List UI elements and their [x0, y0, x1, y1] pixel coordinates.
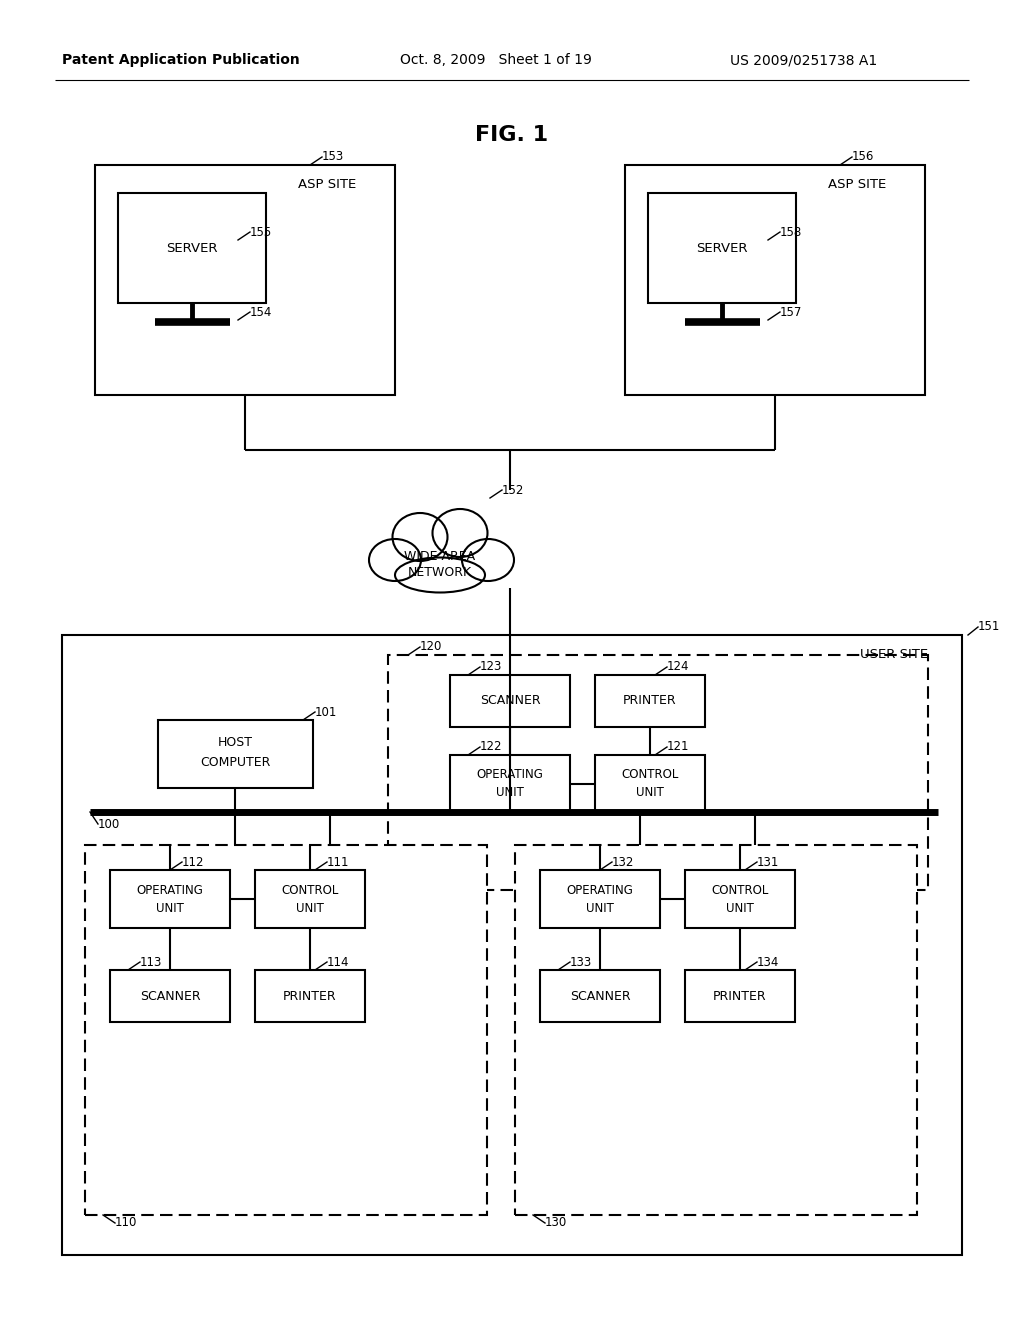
- Text: 158: 158: [780, 226, 802, 239]
- Text: 120: 120: [420, 640, 442, 653]
- Text: PRINTER: PRINTER: [624, 694, 677, 708]
- Bar: [450, 755, 570, 813]
- Text: 131: 131: [757, 855, 779, 869]
- Text: PRINTER: PRINTER: [284, 990, 337, 1002]
- Text: 156: 156: [852, 150, 874, 164]
- Text: 133: 133: [570, 956, 592, 969]
- Bar: [388, 655, 928, 890]
- Text: ASP SITE: ASP SITE: [827, 178, 886, 191]
- Text: USER SITE: USER SITE: [860, 648, 928, 661]
- Ellipse shape: [395, 557, 485, 593]
- Text: OPERATING: OPERATING: [566, 883, 634, 896]
- Bar: [648, 193, 796, 304]
- Text: 121: 121: [667, 741, 689, 754]
- Text: 122: 122: [480, 741, 503, 754]
- Ellipse shape: [462, 539, 514, 581]
- Text: 157: 157: [780, 305, 803, 318]
- Text: UNIT: UNIT: [496, 787, 524, 800]
- Text: 134: 134: [757, 956, 779, 969]
- Bar: [255, 870, 365, 928]
- Text: 114: 114: [327, 956, 349, 969]
- Text: 151: 151: [978, 620, 1000, 634]
- Bar: [685, 870, 795, 928]
- Text: COMPUTER: COMPUTER: [201, 755, 270, 768]
- Bar: [110, 870, 230, 928]
- Text: WIDE AREA: WIDE AREA: [404, 550, 475, 564]
- Text: 101: 101: [315, 705, 337, 718]
- Bar: [62, 635, 962, 1255]
- Text: 110: 110: [115, 1217, 137, 1229]
- Text: PRINTER: PRINTER: [713, 990, 767, 1002]
- Text: 100: 100: [98, 817, 120, 830]
- Text: UNIT: UNIT: [586, 902, 614, 915]
- Text: NETWORK: NETWORK: [408, 565, 472, 578]
- Bar: [118, 193, 266, 304]
- Text: Oct. 8, 2009   Sheet 1 of 19: Oct. 8, 2009 Sheet 1 of 19: [400, 53, 592, 67]
- Text: SCANNER: SCANNER: [139, 990, 201, 1002]
- Text: 112: 112: [182, 855, 205, 869]
- Text: OPERATING: OPERATING: [476, 768, 544, 781]
- Text: 132: 132: [612, 855, 635, 869]
- Bar: [625, 165, 925, 395]
- Text: 155: 155: [250, 226, 272, 239]
- Text: 111: 111: [327, 855, 349, 869]
- Bar: [595, 675, 705, 727]
- Ellipse shape: [432, 510, 487, 557]
- Bar: [595, 755, 705, 813]
- Bar: [685, 970, 795, 1022]
- Text: 153: 153: [322, 150, 344, 164]
- Text: UNIT: UNIT: [636, 787, 664, 800]
- Text: CONTROL: CONTROL: [282, 883, 339, 896]
- Bar: [85, 845, 487, 1214]
- Bar: [515, 845, 918, 1214]
- Text: CONTROL: CONTROL: [622, 768, 679, 781]
- Ellipse shape: [369, 539, 421, 581]
- Text: 154: 154: [250, 305, 272, 318]
- Text: 113: 113: [140, 956, 163, 969]
- Text: 123: 123: [480, 660, 503, 673]
- Bar: [540, 970, 660, 1022]
- Text: SCANNER: SCANNER: [569, 990, 631, 1002]
- Text: US 2009/0251738 A1: US 2009/0251738 A1: [730, 53, 878, 67]
- Text: SCANNER: SCANNER: [479, 694, 541, 708]
- Bar: [540, 870, 660, 928]
- Bar: [158, 719, 313, 788]
- Text: HOST: HOST: [218, 735, 253, 748]
- Text: 152: 152: [502, 483, 524, 496]
- Text: UNIT: UNIT: [296, 902, 324, 915]
- Bar: [95, 165, 395, 395]
- Text: UNIT: UNIT: [726, 902, 754, 915]
- Bar: [110, 970, 230, 1022]
- Bar: [255, 970, 365, 1022]
- Text: UNIT: UNIT: [156, 902, 184, 915]
- Ellipse shape: [392, 513, 447, 561]
- Text: 130: 130: [545, 1217, 567, 1229]
- Text: CONTROL: CONTROL: [712, 883, 769, 896]
- Text: SERVER: SERVER: [166, 242, 218, 255]
- Bar: [450, 675, 570, 727]
- Text: Patent Application Publication: Patent Application Publication: [62, 53, 300, 67]
- Text: ASP SITE: ASP SITE: [298, 178, 356, 191]
- Text: OPERATING: OPERATING: [136, 883, 204, 896]
- Text: SERVER: SERVER: [696, 242, 748, 255]
- Text: 124: 124: [667, 660, 689, 673]
- Text: FIG. 1: FIG. 1: [475, 125, 549, 145]
